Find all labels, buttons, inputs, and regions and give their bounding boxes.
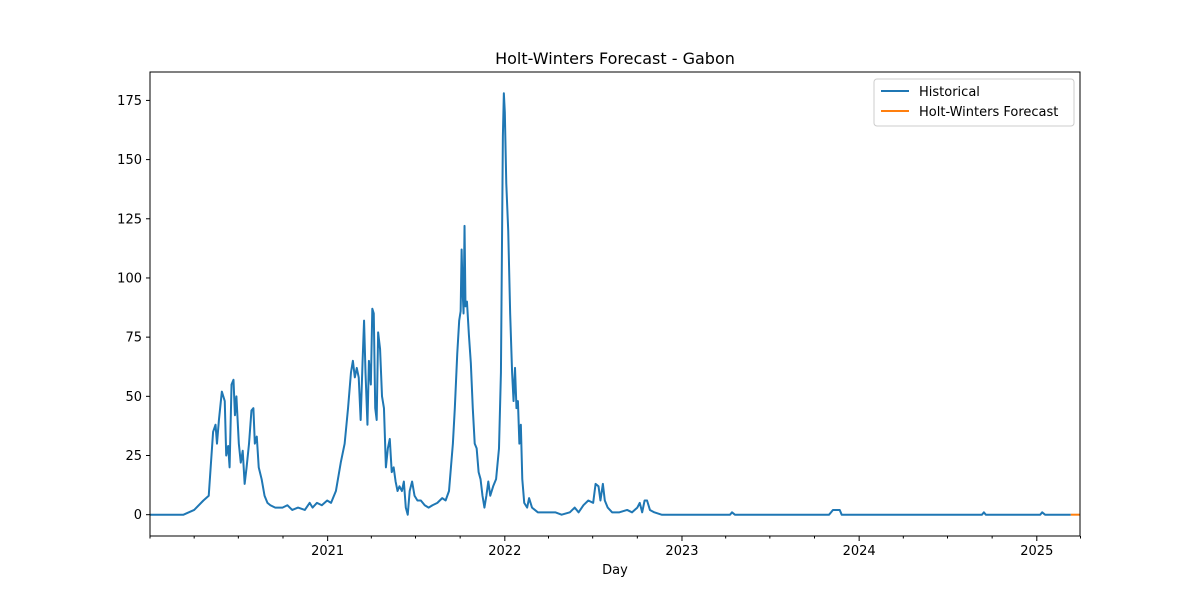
x-axis-label: Day [602,563,628,578]
y-tick-label: 150 [117,153,142,168]
y-tick-label: 125 [117,212,142,227]
y-tick-label: 25 [125,449,142,464]
y-axis: 0 25 50 75 100 125 150 175 [117,94,150,523]
series-layer [150,92,1080,516]
y-tick-label: 0 [134,508,142,523]
x-tick-label: 2022 [488,544,521,559]
y-tick-label: 75 [125,331,142,346]
plot-frame [149,71,1081,537]
x-tick-label: 2023 [665,544,698,559]
legend-box [873,78,1075,127]
legend: Historical Holt-Winters Forecast [873,78,1075,127]
x-tick-label: 2021 [311,544,344,559]
x-tick-label: 2025 [1020,544,1053,559]
y-tick-label: 100 [117,271,142,286]
x-axis: 2021 2022 2023 2024 2025 [149,536,1081,559]
chart-title: Holt-Winters Forecast - Gabon [495,49,735,68]
y-tick-label: 50 [125,390,142,405]
legend-label-forecast: Holt-Winters Forecast [919,105,1058,120]
legend-label-historical: Historical [919,85,980,100]
series-line-historical [150,92,1071,516]
y-tick-label: 175 [117,94,142,109]
x-tick-label: 2024 [843,544,876,559]
